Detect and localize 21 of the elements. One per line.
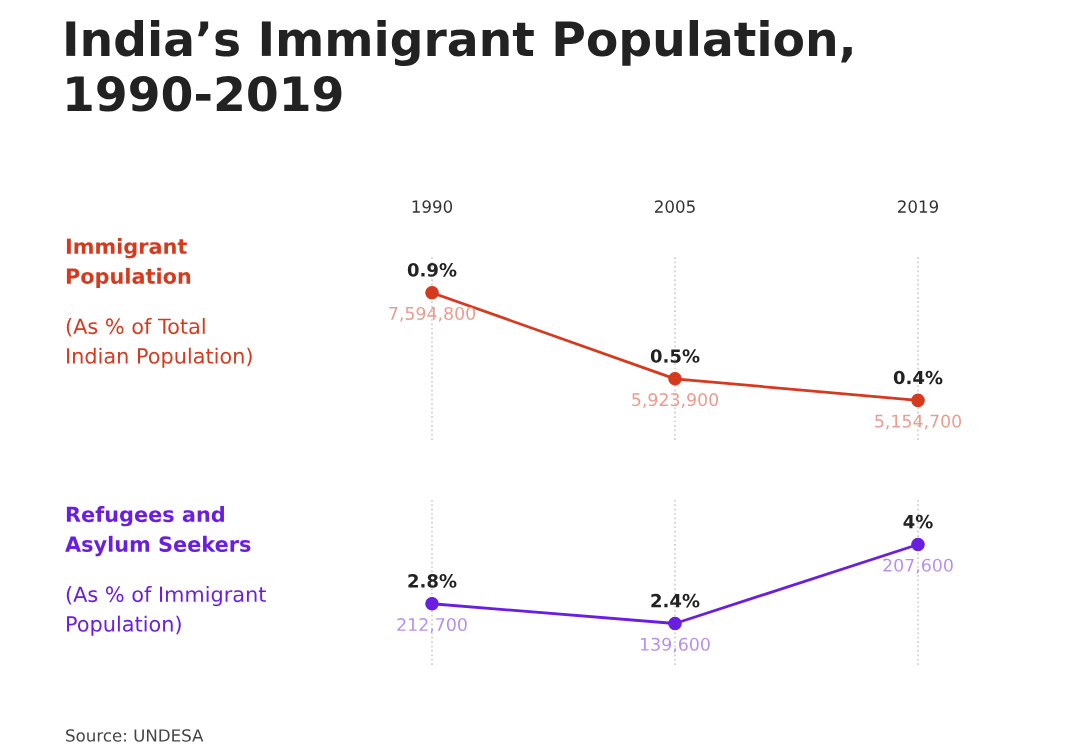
annotation: 5,154,700	[875, 414, 962, 430]
data-label: 2.8%	[408, 574, 457, 588]
data-label: 4%	[903, 514, 933, 529]
data-label: 2.4%	[651, 593, 700, 608]
x-tick-label: 2005	[655, 200, 695, 213]
annotation: 139,600	[641, 637, 710, 653]
data-label: 0.5%	[650, 349, 700, 363]
chart-title: India’s Immigrant Population, 1990-2019	[66, 20, 852, 112]
annotation: 207,600	[883, 558, 953, 574]
data-label: 0.4%	[893, 370, 943, 385]
source-note: Source: UNDESA	[66, 729, 204, 742]
data-label: 0.9%	[407, 263, 457, 277]
text: (As % of Immigrant Population)	[66, 586, 266, 636]
annotation: 212,700	[397, 617, 467, 633]
text: (As % of Total Indian Population)	[66, 318, 252, 368]
text: Refugees and Asylum Seekers	[65, 506, 251, 557]
text: Immigrant Population	[66, 238, 191, 288]
annotation: 7,594,800	[389, 306, 476, 322]
x-tick-label: 2019	[898, 200, 939, 213]
x-tick-label: 1990	[412, 200, 453, 213]
annotation: 5,923,900	[632, 393, 719, 408]
